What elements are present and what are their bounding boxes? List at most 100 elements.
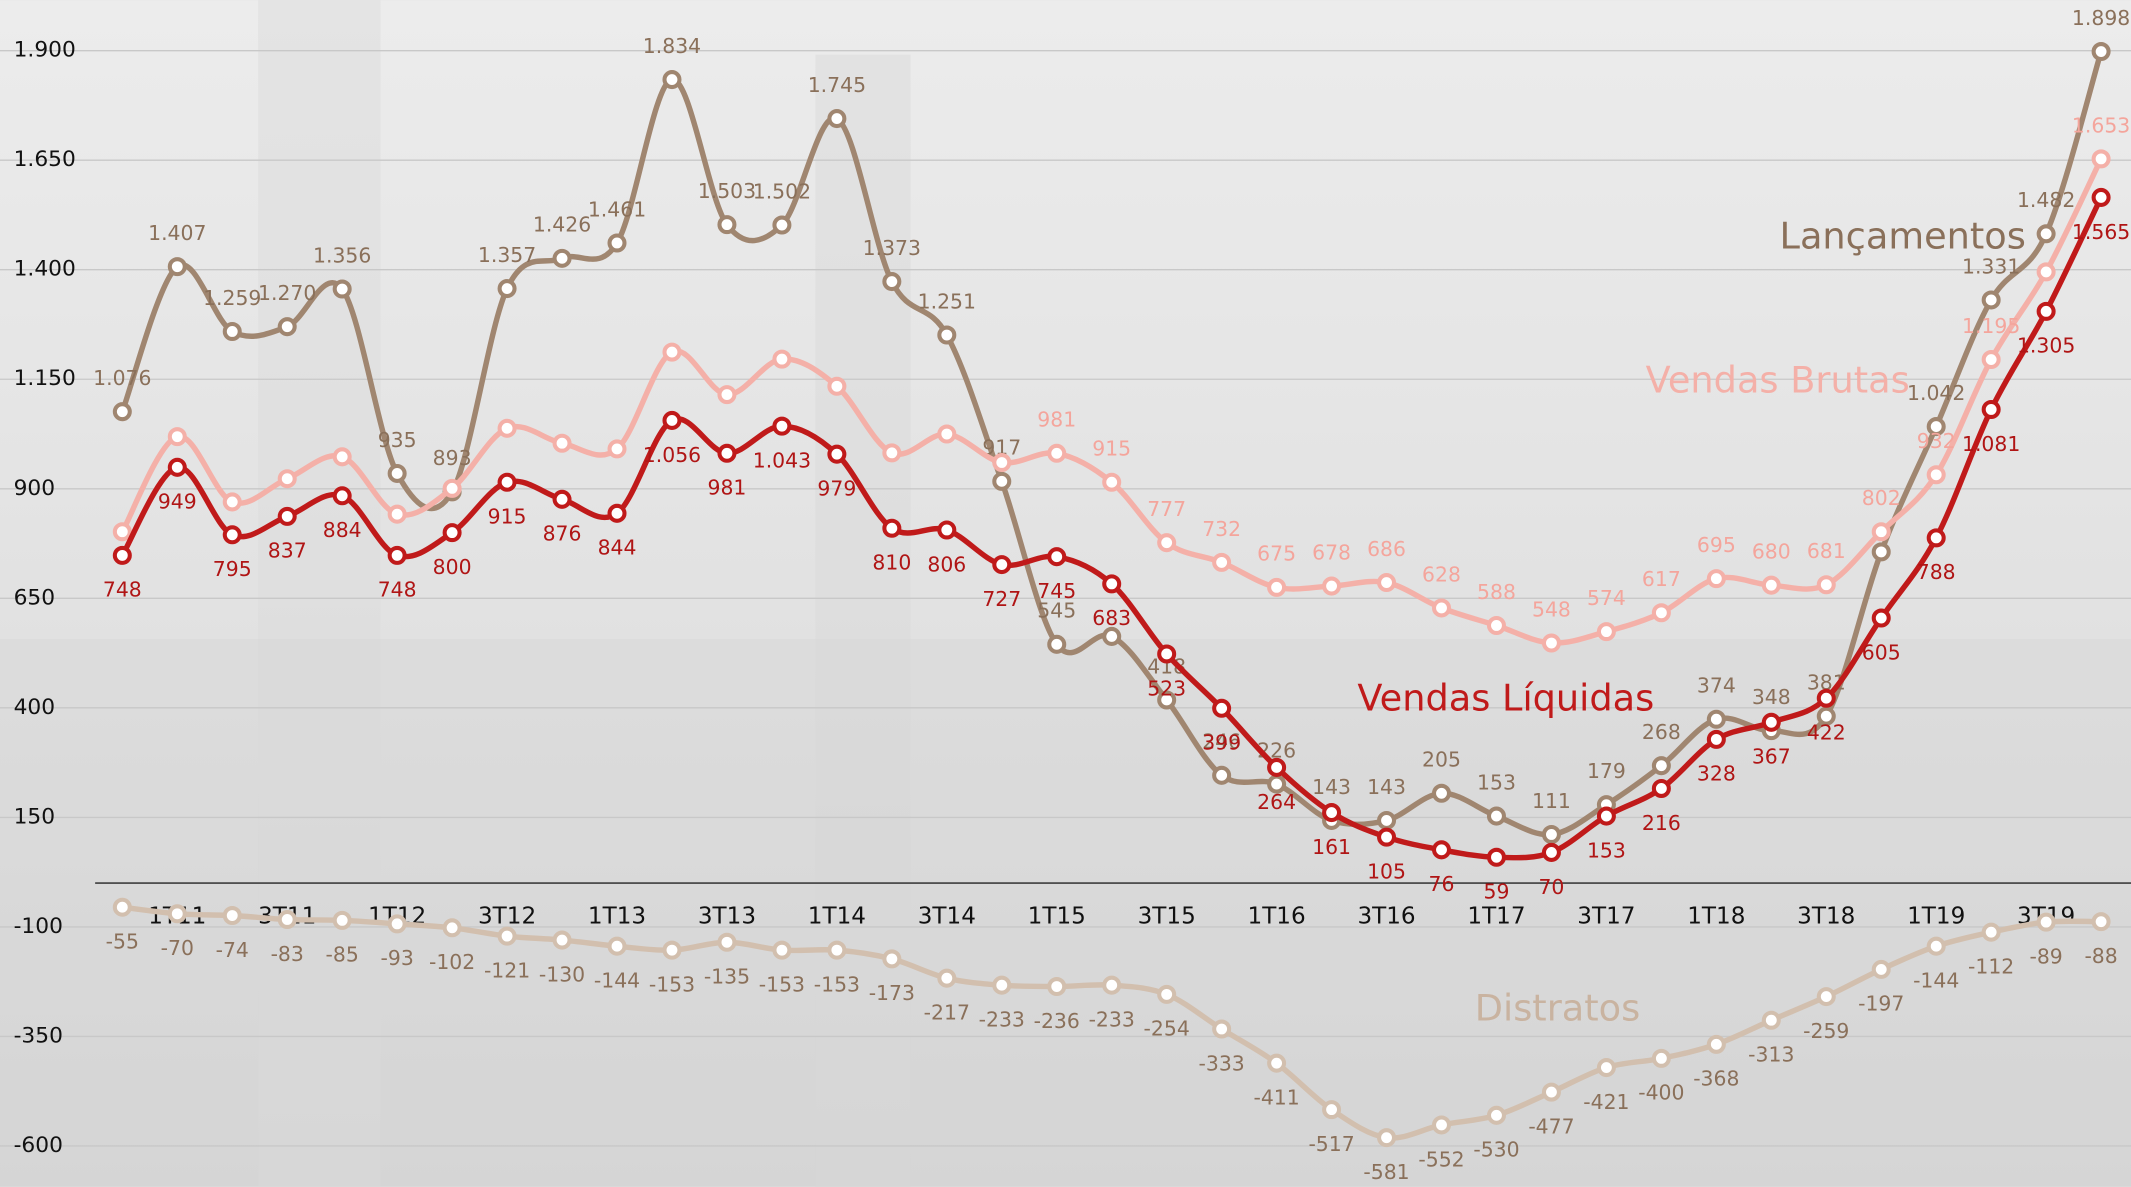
data-label: 1.356 bbox=[313, 243, 371, 267]
point bbox=[222, 525, 242, 545]
point bbox=[1322, 1100, 1342, 1120]
point bbox=[1322, 576, 1342, 596]
point bbox=[827, 376, 847, 396]
point bbox=[167, 257, 187, 277]
data-label: 374 bbox=[1697, 674, 1736, 698]
data-label: 915 bbox=[1092, 437, 1131, 461]
data-label: -89 bbox=[2029, 944, 2062, 968]
point bbox=[1157, 690, 1177, 710]
point bbox=[1267, 757, 1287, 777]
point bbox=[2036, 912, 2056, 932]
data-label: 675 bbox=[1257, 542, 1296, 566]
point bbox=[1926, 465, 1946, 485]
point bbox=[1047, 634, 1067, 654]
data-label: 1.482 bbox=[2017, 188, 2075, 212]
point bbox=[1102, 472, 1122, 492]
data-label: 617 bbox=[1642, 567, 1681, 591]
point bbox=[1926, 936, 1946, 956]
point bbox=[607, 233, 627, 253]
data-label: 264 bbox=[1257, 790, 1296, 814]
point bbox=[332, 447, 352, 467]
data-label: 367 bbox=[1752, 745, 1791, 769]
point bbox=[827, 444, 847, 464]
data-label: 1.331 bbox=[1962, 254, 2020, 278]
data-label: 1.898 bbox=[2072, 6, 2130, 30]
data-label: 748 bbox=[103, 578, 142, 602]
data-label: 981 bbox=[707, 476, 746, 500]
data-label: 418 bbox=[1147, 654, 1186, 678]
data-label: 806 bbox=[927, 552, 966, 576]
data-label: 422 bbox=[1807, 721, 1846, 745]
data-label: 1.407 bbox=[148, 221, 206, 245]
x-tick-label: 3T13 bbox=[698, 904, 756, 930]
data-label: 216 bbox=[1642, 811, 1681, 835]
data-label: -552 bbox=[1418, 1147, 1464, 1171]
point bbox=[882, 518, 902, 538]
x-tick-label: 3T17 bbox=[1577, 904, 1635, 930]
point bbox=[1102, 626, 1122, 646]
point bbox=[1431, 598, 1452, 618]
point bbox=[1322, 803, 1342, 823]
y-tick-label: 1.650 bbox=[14, 147, 76, 172]
point bbox=[1102, 975, 1122, 995]
data-label: 1.056 bbox=[643, 443, 701, 467]
point bbox=[2091, 42, 2111, 62]
data-label: 153 bbox=[1587, 838, 1626, 862]
point bbox=[1706, 569, 1726, 589]
data-label: -233 bbox=[979, 1008, 1025, 1032]
data-label: 1.259 bbox=[203, 286, 261, 310]
point bbox=[1871, 959, 1891, 979]
point bbox=[882, 949, 902, 969]
point bbox=[1871, 522, 1891, 542]
data-label: -70 bbox=[161, 936, 194, 960]
data-label: 949 bbox=[158, 490, 197, 514]
data-label: -313 bbox=[1748, 1043, 1794, 1067]
x-tick-label: 3T16 bbox=[1357, 904, 1415, 930]
x-tick-label: 1T13 bbox=[588, 904, 646, 930]
data-label: -153 bbox=[814, 972, 860, 996]
point bbox=[1486, 615, 1506, 635]
data-label: -333 bbox=[1199, 1051, 1245, 1075]
point bbox=[167, 427, 187, 447]
data-label: 1.042 bbox=[1907, 381, 1965, 405]
point bbox=[2036, 224, 2056, 244]
point bbox=[112, 897, 132, 917]
point bbox=[1871, 608, 1891, 628]
data-label: -153 bbox=[759, 972, 805, 996]
data-label: 745 bbox=[1037, 579, 1076, 603]
data-label: 1.834 bbox=[643, 34, 701, 58]
data-label: 810 bbox=[872, 551, 911, 575]
data-label: 932 bbox=[1917, 429, 1956, 453]
data-label: -144 bbox=[1913, 969, 1959, 993]
data-label: 680 bbox=[1752, 540, 1791, 564]
data-label: 802 bbox=[1862, 486, 1901, 510]
point bbox=[1651, 756, 1671, 776]
data-label: -135 bbox=[704, 965, 750, 989]
data-label: -259 bbox=[1803, 1019, 1849, 1043]
data-label: 1.653 bbox=[2072, 113, 2130, 137]
point bbox=[1102, 574, 1122, 594]
point bbox=[1157, 533, 1177, 553]
series-name: Lançamentos bbox=[1780, 215, 2026, 258]
point bbox=[717, 385, 737, 405]
point bbox=[1981, 350, 2001, 370]
data-label: 105 bbox=[1367, 859, 1406, 883]
point bbox=[1651, 778, 1671, 798]
data-label: -197 bbox=[1858, 992, 1904, 1016]
data-label: -55 bbox=[106, 930, 139, 954]
data-label: 1.745 bbox=[808, 73, 866, 97]
data-label: 788 bbox=[1917, 560, 1956, 584]
point bbox=[332, 486, 352, 506]
point bbox=[2091, 912, 2111, 932]
data-label: 1.503 bbox=[698, 179, 756, 203]
point bbox=[1047, 443, 1067, 463]
point bbox=[992, 452, 1012, 473]
point bbox=[1212, 552, 1232, 572]
data-label: -88 bbox=[2084, 944, 2117, 968]
point bbox=[772, 215, 792, 235]
data-label: 399 bbox=[1202, 731, 1241, 755]
point bbox=[937, 968, 957, 988]
data-label: 328 bbox=[1697, 762, 1736, 786]
point bbox=[167, 457, 187, 477]
point bbox=[1212, 765, 1232, 785]
